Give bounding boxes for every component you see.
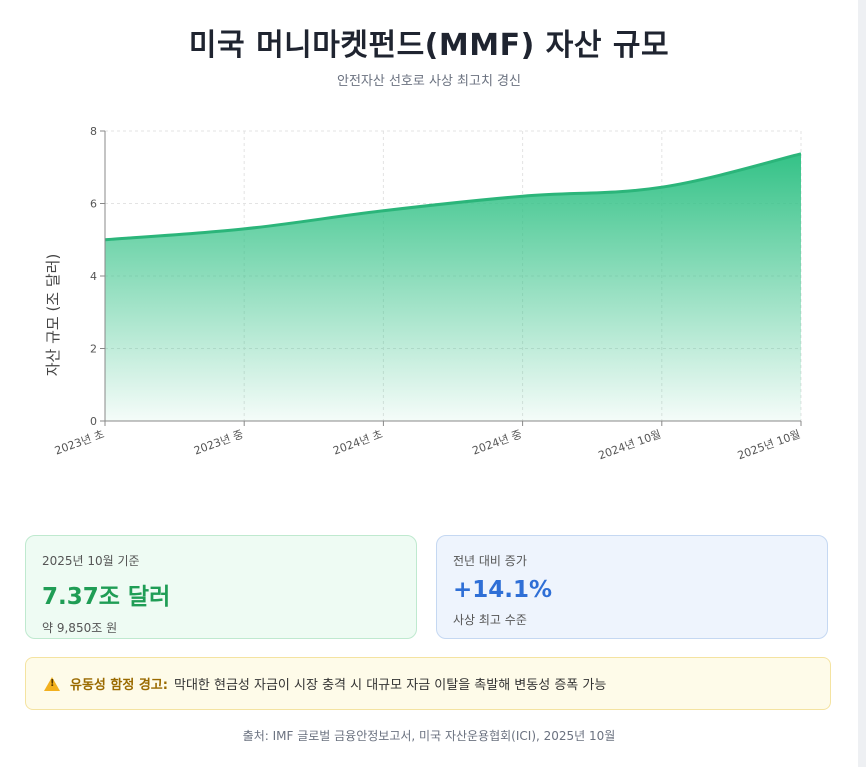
warning-banner: 유동성 함정 경고: 막대한 현금성 자금이 시장 충격 시 대규모 자금 이탈… xyxy=(25,657,831,710)
y-axis-label: 자산 규모 (조 달러) xyxy=(44,254,62,377)
stat-current-value: 7.37조 달러 xyxy=(42,584,171,610)
stat-growth-sub: 사상 최고 수준 xyxy=(453,613,527,627)
stat-growth-label: 전년 대비 증가 xyxy=(453,554,527,568)
y-tick-label: 8 xyxy=(90,125,97,138)
x-tick-label: 2023년 초 xyxy=(53,428,106,458)
y-tick-label: 4 xyxy=(90,270,97,283)
x-tick-label: 2023년 중 xyxy=(192,428,245,458)
source-note: 출처: IMF 글로벌 금융안정보고서, 미국 자산운용협회(ICI), 202… xyxy=(242,729,616,743)
x-tick-label: 2024년 10월 xyxy=(597,428,663,463)
y-tick-label: 0 xyxy=(90,415,97,428)
stat-current-label: 2025년 10월 기준 xyxy=(42,554,140,568)
x-tick-label: 2024년 중 xyxy=(471,428,524,458)
area-fill xyxy=(105,153,801,421)
y-tick-label: 6 xyxy=(90,198,97,211)
area-chart: 0 2 4 6 8 2023년 초 2023년 중 2024년 초 2024년 중 2024년 1… xyxy=(44,125,802,463)
stat-card-growth: 전년 대비 증가 +14.1% 사상 최고 수준 xyxy=(436,535,828,639)
page-subtitle: 안전자산 선호로 사상 최고치 경신 xyxy=(337,74,521,89)
stat-current-sub: 약 9,850조 원 xyxy=(42,621,118,635)
x-tick-label: 2025년 10월 xyxy=(736,428,802,463)
warning-icon xyxy=(44,676,60,691)
warning-title: 유동성 함정 경고: xyxy=(70,678,168,693)
warning-text: 막대한 현금성 자금이 시장 충격 시 대규모 자금 이탈을 촉발해 변동성 증… xyxy=(173,678,607,693)
y-tick-label: 2 xyxy=(90,343,97,356)
x-tick-label: 2024년 초 xyxy=(331,428,384,458)
stat-growth-value: +14.1% xyxy=(453,577,553,603)
page-title: 미국 머니마켓펀드(MMF) 자산 규모 xyxy=(188,28,670,63)
series-line xyxy=(104,152,802,242)
stat-card-current: 2025년 10월 기준 7.37조 달러 약 9,850조 원 xyxy=(25,535,417,639)
